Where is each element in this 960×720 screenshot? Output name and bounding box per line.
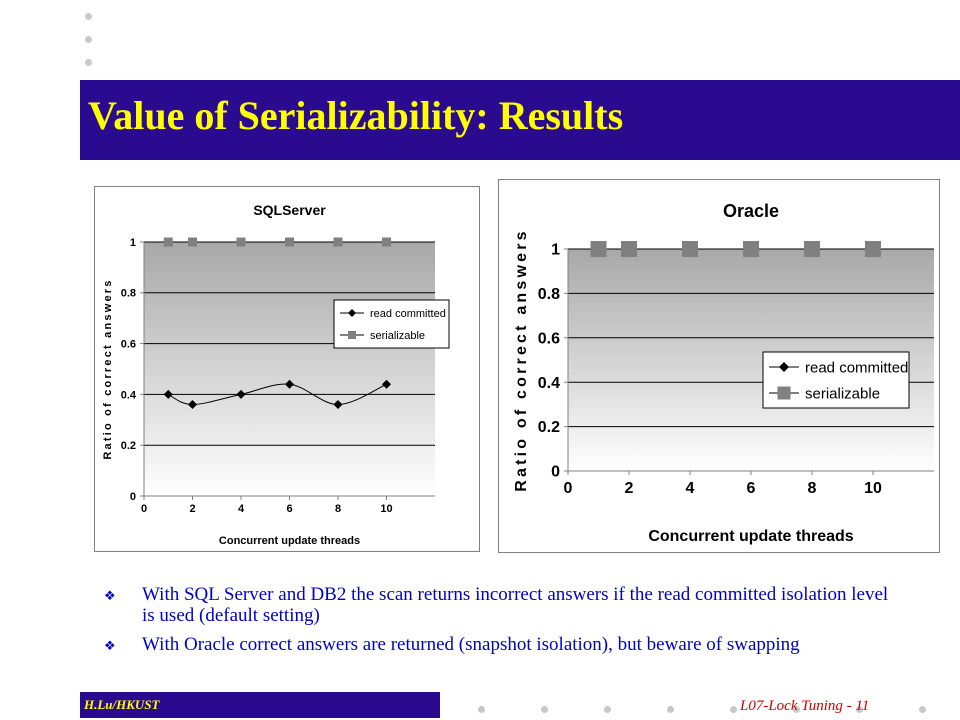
x-tick-label: 6	[286, 503, 292, 515]
decor-dot	[856, 706, 863, 713]
legend-label: read committed	[370, 308, 446, 320]
y-tick-label: 0.8	[121, 288, 136, 300]
y-tick-label: 1	[551, 242, 560, 259]
serializable-point	[382, 237, 391, 247]
serializable-point	[333, 237, 343, 247]
serializable-point	[236, 237, 246, 247]
bullet-item: ❖ With Oracle correct answers are return…	[104, 634, 904, 655]
serializable-point	[163, 237, 173, 247]
decor-dot	[85, 36, 92, 43]
chart-title: Oracle	[723, 201, 779, 221]
title-bar	[80, 80, 960, 160]
x-tick-label: 10	[380, 503, 392, 515]
serializable-point	[621, 241, 637, 257]
y-tick-label: 0	[130, 491, 136, 503]
legend-label: serializable	[805, 385, 880, 402]
bullet-text: With SQL Server and DB2 the scan returns…	[142, 584, 889, 626]
diamond-flower-icon: ❖	[104, 588, 116, 603]
serializable-point	[743, 241, 759, 257]
decor-dot	[667, 706, 674, 713]
y-tick-label: 1	[130, 237, 136, 249]
oracle-chart: Oracle 0 0.2 0.4 0.6 0.8 1 0 2 4 6 8 10 Concurrent up…	[498, 179, 940, 553]
x-axis-label: Concurrent update threads	[219, 535, 360, 547]
y-tick-label: 0.4	[538, 375, 560, 392]
footer-author: H.Lu/HKUST	[84, 697, 160, 712]
legend-marker	[348, 309, 356, 317]
diamond-flower-icon: ❖	[104, 638, 116, 653]
read-committed-point	[188, 400, 197, 410]
decor-dot	[730, 706, 737, 713]
serializable-point	[865, 241, 881, 257]
legend-marker	[779, 362, 789, 372]
bullet-text: With Oracle correct answers are returned…	[142, 634, 800, 655]
x-tick-label: 2	[625, 480, 634, 497]
y-tick-label: 0.4	[121, 389, 137, 401]
decor-dot	[919, 706, 926, 713]
x-tick-label: 6	[747, 480, 756, 497]
footer-bar	[80, 692, 440, 718]
read-committed-point	[382, 379, 391, 389]
slide-title: Value of Serializability: Results	[88, 93, 624, 138]
y-tick-label: 0.8	[538, 286, 560, 303]
read-committed-point	[333, 400, 343, 410]
y-axis-label: Ratio of correct answers	[102, 278, 114, 459]
serializable-point	[682, 241, 698, 257]
serializable-point	[188, 237, 197, 247]
serializable-point	[804, 241, 820, 257]
bullet-item: ❖ With SQL Server and DB2 the scan retur…	[104, 584, 904, 626]
legend-label: read committed	[805, 359, 908, 376]
y-tick-label: 0	[551, 464, 560, 481]
plot-area	[144, 242, 435, 496]
read-committed-point	[285, 379, 294, 389]
serializable-point	[285, 237, 294, 247]
chart-title: SQLServer	[253, 202, 326, 218]
decor-dot	[85, 59, 92, 66]
x-axis-label: Concurrent update threads	[648, 528, 853, 545]
legend-label: serializable	[370, 330, 425, 342]
read-committed-point	[236, 389, 246, 399]
x-tick-label: 8	[808, 480, 817, 497]
decor-dot	[85, 13, 92, 20]
x-tick-label: 4	[238, 503, 245, 515]
x-tick-label: 8	[335, 503, 341, 515]
y-tick-label: 0.6	[538, 330, 560, 347]
legend-marker	[777, 386, 791, 400]
legend-marker	[348, 331, 356, 339]
x-tick-label: 0	[564, 480, 573, 497]
y-tick-label: 0.6	[121, 338, 136, 350]
x-tick-label: 0	[141, 503, 147, 515]
x-tick-label: 2	[189, 503, 195, 515]
x-tick-label: 4	[686, 480, 695, 497]
serializable-point	[590, 241, 607, 257]
read-committed-point	[163, 389, 173, 399]
x-tick-label: 10	[864, 480, 882, 497]
decor-dot	[541, 706, 548, 713]
decor-dot	[793, 706, 800, 713]
decor-dot	[478, 706, 485, 713]
bullet-list: ❖ With SQL Server and DB2 the scan retur…	[104, 584, 904, 663]
decor-dot	[604, 706, 611, 713]
legend-box	[333, 299, 450, 349]
footer-page-label: L07-Lock Tuning - 11	[740, 698, 870, 714]
y-tick-label: 0.2	[121, 440, 136, 452]
y-tick-label: 0.2	[538, 419, 560, 436]
sqlserver-chart: SQLServer 0 0.2 0.4 0.6 0.8 1 0 2 4 6 8 10 Concurrent…	[94, 186, 480, 552]
y-axis-label: Ratio of correct answers	[513, 228, 530, 492]
